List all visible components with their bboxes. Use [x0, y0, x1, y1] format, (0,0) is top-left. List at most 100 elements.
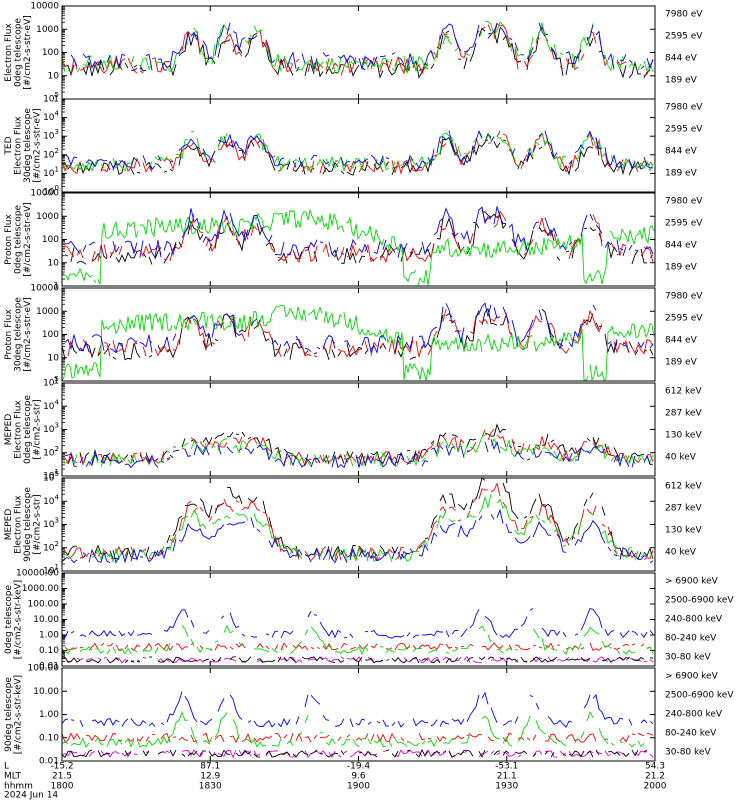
- ytick-label: 0.01: [39, 662, 59, 672]
- series-line: [61, 304, 655, 382]
- ylabel-line: MEPED: [4, 414, 14, 446]
- legend-entry: 189 eV: [665, 263, 698, 273]
- series-line: [64, 129, 654, 171]
- legend-entry: 189 eV: [665, 76, 698, 86]
- xtick-label-hhmm: 1800: [51, 782, 74, 792]
- xtick-label-mlt: 9.6: [351, 772, 366, 782]
- panel-7: 0.01 0.10 1.00 10.00 100.00 1000.00 10000.000d…: [4, 569, 734, 672]
- legend-entry: 40 keV: [665, 548, 697, 558]
- ylabel-line: [#/cm2-s-str-keV]: [14, 580, 24, 659]
- ylabel-line: TED: [4, 136, 14, 155]
- ytick-label: 0.01: [39, 757, 59, 767]
- panel-1: 1 10 100 1000 10000 Electron Flux 0deg telesco…: [4, 2, 703, 105]
- panel-frame: [61, 5, 656, 100]
- series-line: [61, 482, 654, 561]
- series-line: [61, 22, 654, 76]
- ytick-label: 10000.00: [16, 569, 59, 579]
- xtick-label-l: -19.4: [347, 762, 371, 772]
- ytick-label: 10.00: [33, 687, 59, 697]
- legend-entry: > 6900 keV: [665, 672, 719, 682]
- legend-entry: 844 eV: [665, 147, 698, 157]
- ytick-label: 1.00: [39, 631, 59, 641]
- ylabel-line: Electron Flux: [14, 400, 24, 459]
- ytick-label: 103: [43, 422, 59, 436]
- ytick-label: 10000: [30, 189, 59, 199]
- series-line: [64, 302, 654, 354]
- ylabel-line: 90deg telescope: [23, 487, 33, 562]
- panel-frame: [61, 477, 656, 572]
- panel-4: 1 10 100 1000 10000 Proton Flux 30deg telescop…: [4, 284, 703, 387]
- xtick-label-hhmm: 2000: [644, 782, 667, 792]
- series-line: [67, 309, 654, 358]
- ytick-label: 1000: [36, 25, 59, 35]
- ytick-label: 103: [43, 517, 59, 531]
- legend-entry: 130 keV: [665, 431, 702, 441]
- ytick-label: 101: [43, 165, 59, 179]
- legend-entry: 612 keV: [665, 482, 702, 492]
- legend-entry: 612 keV: [665, 387, 702, 397]
- xtick-label-l: -15.2: [50, 762, 73, 772]
- ylabel-line: 30deg telescope: [23, 108, 33, 183]
- xtick-label-l: -53.1: [495, 762, 518, 772]
- ytick-label: 0.10: [39, 646, 59, 656]
- ytick-label: 1000: [36, 307, 59, 317]
- ylabel-line: Proton Flux: [4, 309, 14, 360]
- series-line: [64, 206, 654, 259]
- ytick-label: 102: [43, 540, 59, 554]
- legend-entry: 80-240 keV: [665, 634, 717, 644]
- series-line: [61, 131, 654, 173]
- xtick-label-l: 54.3: [645, 762, 665, 772]
- ytick-label: 103: [43, 128, 59, 142]
- panels-group: 1 10 100 1000 10000 Electron Flux 0deg telesco…: [4, 2, 734, 767]
- ytick-label: 1: [53, 377, 59, 387]
- ylabel-line: Proton Flux: [4, 214, 14, 265]
- ytick-label: 10: [48, 71, 60, 81]
- series-line: [62, 27, 653, 77]
- series-line: [61, 624, 654, 656]
- series-line: [62, 712, 653, 747]
- ylabel-line: [#/cm2-s-str-keV]: [14, 675, 24, 754]
- series-line: [61, 20, 654, 74]
- ytick-label: 100: [42, 48, 59, 58]
- ytick-label: 104: [43, 110, 59, 124]
- panel-3: 1 10 100 1000 10000 Proton Flux 0deg telescope…: [4, 189, 703, 292]
- ytick-label: 104: [43, 398, 59, 412]
- legend-entry: 287 keV: [665, 409, 702, 419]
- series-line: [64, 211, 654, 265]
- xtick-label-hhmm: 1900: [347, 782, 370, 792]
- ytick-label: 10: [48, 353, 60, 363]
- ytick-label: 100: [42, 235, 59, 245]
- series-line: [61, 691, 654, 728]
- series-line: [61, 656, 654, 664]
- series-line: [64, 477, 654, 561]
- ylabel-line: [#/cm2-s-str-eV]: [23, 202, 33, 277]
- legend-entry: 2595 eV: [665, 32, 703, 42]
- ytick-label: 100.00: [28, 664, 60, 674]
- xtick-label-hhmm: 1930: [495, 782, 518, 792]
- ytick-label: 100.00: [28, 600, 60, 610]
- legend-entry: 130 keV: [665, 526, 702, 536]
- panel-8: 0.01 0.10 1.00 10.00 100.00 90deg telescope [#…: [4, 664, 734, 767]
- legend-entry: 240-800 keV: [665, 710, 723, 720]
- legend-entry: 2595 eV: [665, 314, 703, 324]
- ylabel-line: 30deg telescope: [14, 297, 24, 372]
- xtick-label-hhmm: 1830: [199, 782, 222, 792]
- xtick-label-mlt: 21.5: [52, 772, 72, 782]
- axis-row-label: MLT: [4, 772, 22, 782]
- panel-frame: [61, 192, 656, 287]
- ylabel-line: 0deg telescope: [14, 18, 24, 88]
- panel-frame: [61, 572, 656, 667]
- legend-entry: 287 keV: [665, 504, 702, 514]
- xtick-label-mlt: 12.9: [200, 772, 220, 782]
- ytick-label: 102: [43, 147, 59, 161]
- panel-frame: [61, 98, 656, 193]
- legend-entry: 189 eV: [665, 358, 698, 368]
- ylabel-line: [#/cm2-s-str-eV]: [23, 297, 33, 372]
- ylabel-line: Electron Flux: [14, 495, 24, 554]
- legend-entry: 30-80 keV: [665, 748, 711, 758]
- ytick-label: 10.00: [33, 615, 59, 625]
